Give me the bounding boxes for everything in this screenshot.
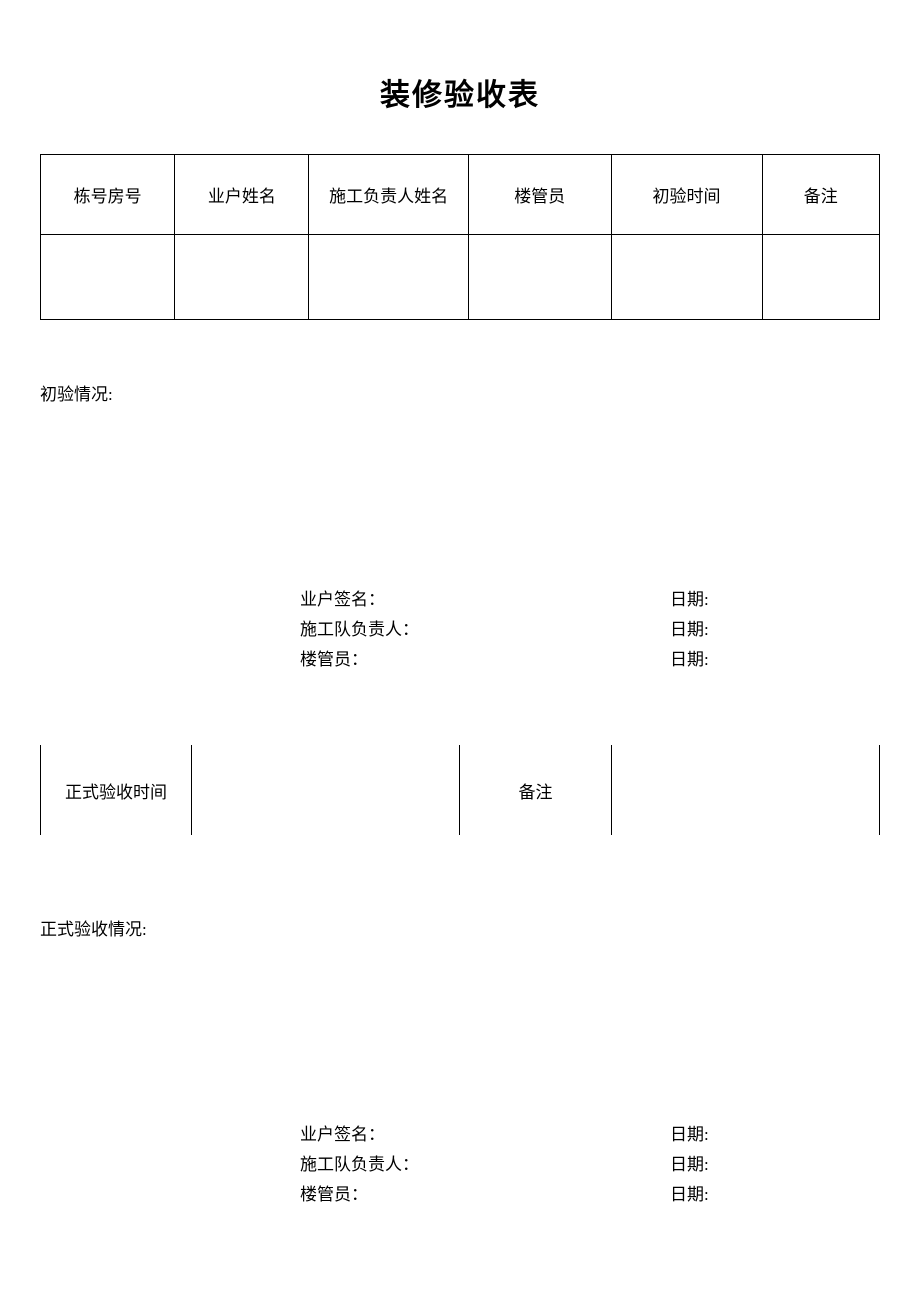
sig-row-manager: 楼管员： 日期: — [300, 645, 880, 675]
sig-contractor-date: 日期: — [670, 615, 770, 645]
cell-owner-name — [175, 235, 309, 320]
initial-inspection-label: 初验情况: — [40, 380, 880, 405]
cell-building-manager — [468, 235, 611, 320]
signature-block-2: 业户签名： 日期: 施工队负责人： 日期: 楼管员： 日期: — [300, 1120, 880, 1210]
header-remark: 备注 — [762, 155, 879, 235]
cell-building-room — [41, 235, 175, 320]
sig2-row-owner: 业户签名： 日期: — [300, 1120, 880, 1150]
cell-formal-time-label: 正式验收时间 — [41, 745, 192, 835]
cell-formal-time-value — [192, 745, 460, 835]
sig-owner-date: 日期: — [670, 585, 770, 615]
sig2-contractor-date: 日期: — [670, 1150, 770, 1180]
table2-row: 正式验收时间 备注 — [41, 745, 880, 835]
cell-remark-label: 备注 — [460, 745, 611, 835]
cell-contractor-name — [309, 235, 468, 320]
table-header-row: 栋号房号 业户姓名 施工负责人姓名 楼管员 初验时间 备注 — [41, 155, 880, 235]
sig2-owner-label: 业户签名： — [300, 1120, 670, 1150]
table-data-row — [41, 235, 880, 320]
sig2-manager-label: 楼管员： — [300, 1180, 670, 1210]
sig2-contractor-label: 施工队负责人： — [300, 1150, 670, 1180]
inspection-table-2: 正式验收时间 备注 — [40, 745, 880, 835]
sig-owner-label: 业户签名： — [300, 585, 670, 615]
cell-remark-value — [611, 745, 880, 835]
sig2-manager-date: 日期: — [670, 1180, 770, 1210]
sig-row-contractor: 施工队负责人： 日期: — [300, 615, 880, 645]
header-owner-name: 业户姓名 — [175, 155, 309, 235]
sig2-owner-date: 日期: — [670, 1120, 770, 1150]
cell-initial-time — [611, 235, 762, 320]
formal-inspection-label: 正式验收情况: — [40, 915, 880, 940]
sig2-row-contractor: 施工队负责人： 日期: — [300, 1150, 880, 1180]
sig-row-owner: 业户签名： 日期: — [300, 585, 880, 615]
signature-block-1: 业户签名： 日期: 施工队负责人： 日期: 楼管员： 日期: — [300, 585, 880, 675]
sig-manager-label: 楼管员： — [300, 645, 670, 675]
inspection-table-1: 栋号房号 业户姓名 施工负责人姓名 楼管员 初验时间 备注 — [40, 154, 880, 320]
cell-remark — [762, 235, 879, 320]
sig2-row-manager: 楼管员： 日期: — [300, 1180, 880, 1210]
sig-manager-date: 日期: — [670, 645, 770, 675]
header-building-room: 栋号房号 — [41, 155, 175, 235]
page-title: 装修验收表 — [40, 70, 880, 114]
sig-contractor-label: 施工队负责人： — [300, 615, 670, 645]
header-initial-time: 初验时间 — [611, 155, 762, 235]
header-contractor-name: 施工负责人姓名 — [309, 155, 468, 235]
header-building-manager: 楼管员 — [468, 155, 611, 235]
